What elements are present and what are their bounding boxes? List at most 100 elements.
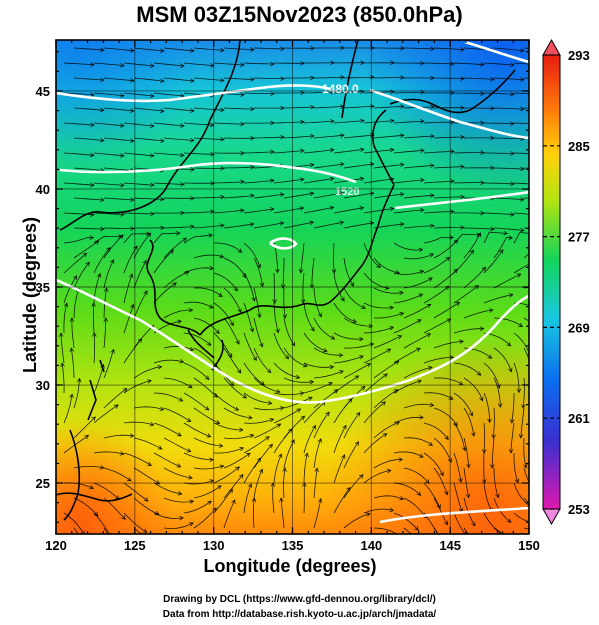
streamline-arrow [190,137,195,143]
streamline-arrow [258,468,264,474]
streamline [463,232,481,259]
streamline [273,362,300,379]
streamline-arrow [339,162,345,167]
streamline-arrow [445,256,451,262]
streamline [333,454,345,484]
streamline-arrow [219,464,225,469]
streamline-arrow [256,263,262,269]
streamline-arrow [130,303,135,309]
streamline-arrow [90,152,95,158]
streamline [253,407,284,411]
streamline [253,47,285,50]
streamline [153,482,182,495]
streamline [523,437,527,468]
streamline [103,197,134,201]
streamline [423,422,449,440]
streamline-arrow [325,411,330,417]
streamline-arrow [516,273,522,278]
streamline-arrow [418,293,424,298]
streamline [163,522,194,530]
streamline-arrow [246,452,251,457]
streamline-arrow [488,308,494,313]
streamline [373,106,405,109]
streamline [123,274,133,304]
streamline-arrow [302,363,308,368]
streamline [73,137,104,141]
streamline [243,418,274,424]
streamline-arrow [90,92,95,97]
streamline-arrow [471,521,476,527]
map-title: MSM 03Z15Nov2023 (850.0hPa) [136,2,463,27]
streamline [453,512,466,534]
streamline-arrow [69,317,75,322]
streamline-arrow [399,192,405,197]
streamline [163,309,193,319]
streamline [493,273,521,289]
streamline-arrow [361,304,366,309]
streamline [273,178,304,184]
streamline-arrow [63,302,69,308]
streamline-arrow [119,234,124,239]
streamline-arrow [282,314,287,319]
streamline [483,122,515,125]
streamline-arrow [215,329,220,334]
streamline [183,332,211,346]
streamline-arrow [188,307,194,313]
colorbar-tick-label: 277 [568,230,590,245]
streamline [253,377,281,393]
streamline-arrow [490,464,495,469]
streamline-arrow [236,368,242,374]
streamline [313,192,344,199]
streamline-arrow [240,179,245,185]
streamline [133,406,164,410]
streamline-arrow [317,312,322,318]
streamline-arrow [220,223,225,228]
streamline [73,416,96,439]
streamline-arrow [122,387,128,393]
streamline [433,239,459,259]
streamline [513,263,529,274]
streamline-arrow [240,92,245,97]
streamline [491,437,495,468]
streamline-arrow [399,162,405,168]
streamline-arrow [190,224,195,230]
streamline [273,207,304,214]
streamline [403,366,432,379]
streamline-arrow [69,393,74,399]
streamline [163,237,187,259]
streamline-arrow [479,326,485,331]
streamline-arrow [516,388,522,394]
streamline [283,396,313,409]
streamline [373,459,403,469]
streamline-arrow [143,497,149,502]
streamline-arrow [398,457,404,462]
streamline [423,356,454,364]
streamline-arrow [142,259,147,265]
streamline [333,425,347,454]
streamline-arrow [146,232,152,238]
streamline-arrow [169,249,174,255]
streamline [93,332,95,364]
streamline [63,303,68,334]
streamline [73,262,90,289]
streamline [133,137,164,142]
streamline-arrow [368,323,374,329]
streamline [423,285,450,304]
streamline-arrow [414,526,419,531]
streamline-arrow [436,504,441,509]
streamline [373,421,400,439]
streamline [363,208,394,214]
streamline [123,92,154,97]
streamline [183,152,215,155]
streamline-arrow [453,239,459,244]
streamline [453,482,463,513]
streamline [343,257,354,287]
streamline-arrow [430,163,435,168]
streamline [123,338,143,364]
streamline-arrow [535,490,539,494]
streamline [393,380,422,394]
streamline-arrow [383,373,388,378]
streamline [483,392,490,423]
streamline [433,437,452,463]
streamline [123,62,154,67]
